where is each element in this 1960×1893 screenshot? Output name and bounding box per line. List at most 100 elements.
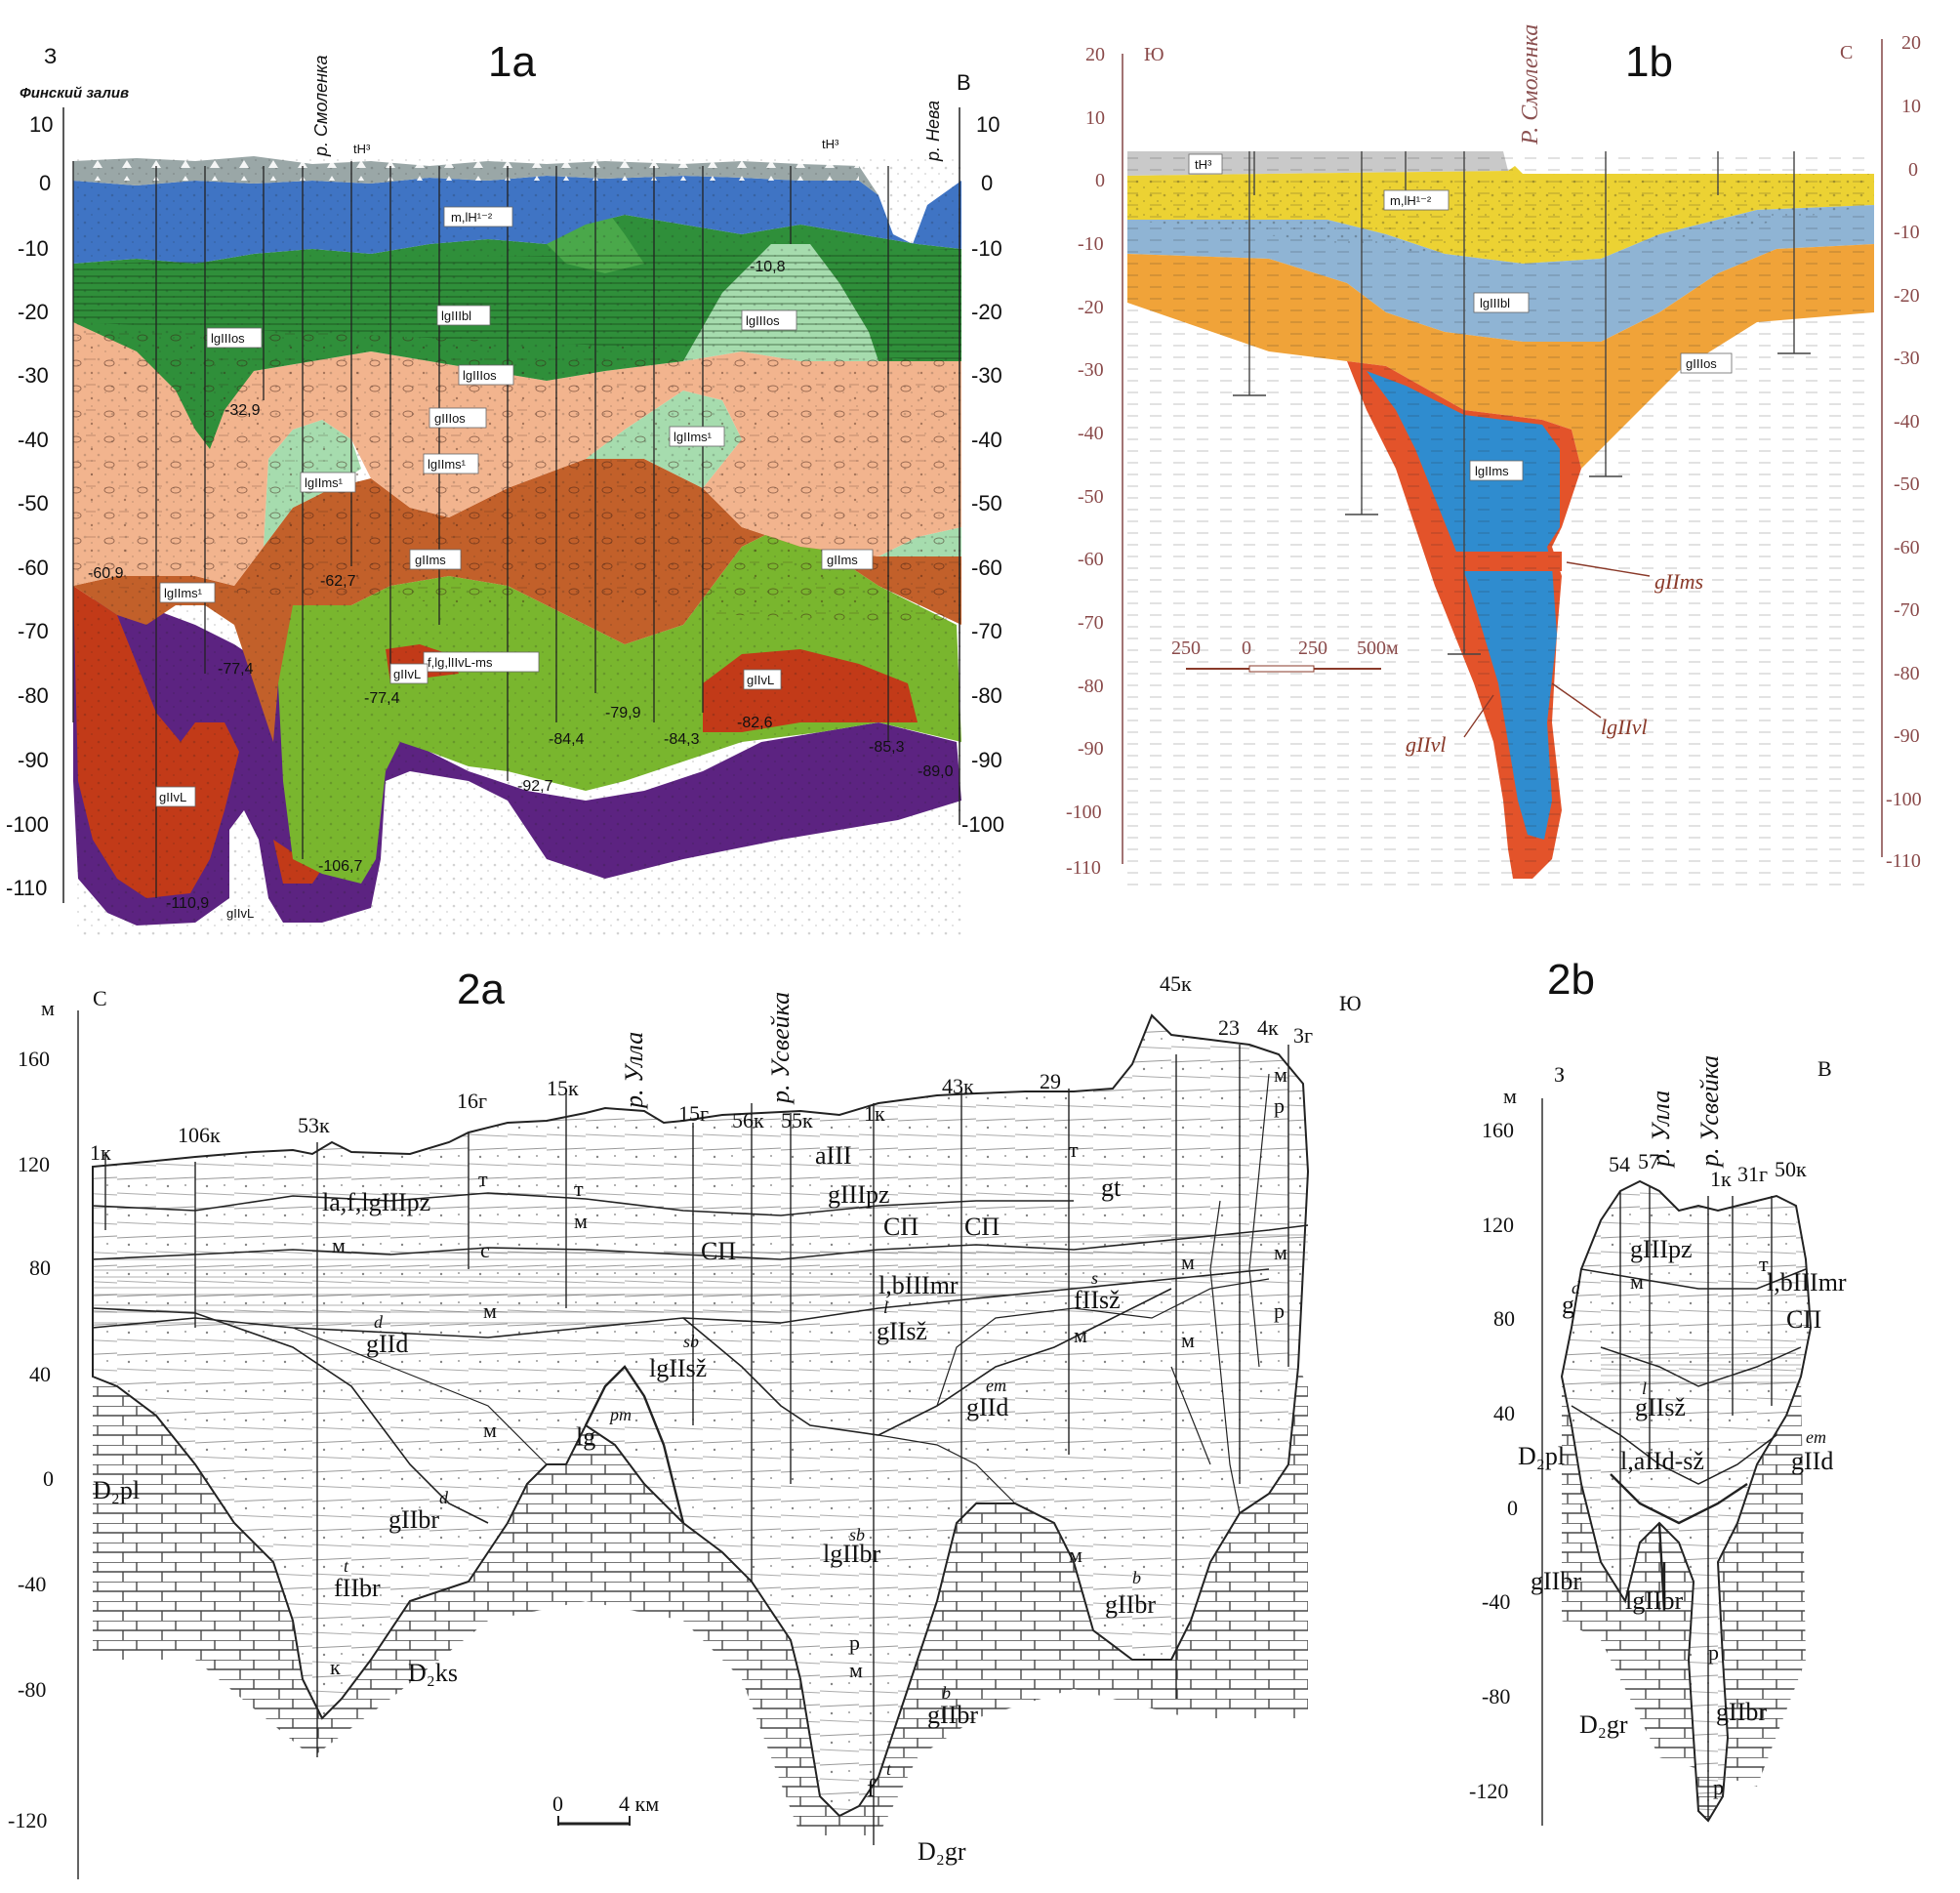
y-ticks-left-1a: 10 0 -10 -20 -30 -40 -50 -60 -70 -80 -90… <box>6 112 53 900</box>
tick-label: -40 <box>18 428 49 452</box>
tick-label: -60 <box>18 556 49 580</box>
tick-label: -70 <box>18 619 49 643</box>
well-label: 57 <box>1638 1149 1659 1173</box>
scale-label: 4 км <box>619 1791 659 1816</box>
depth-label: -62,7 <box>320 573 356 590</box>
bedrock-2a <box>93 1367 1308 1835</box>
texture-dashes-1b <box>1127 156 1874 888</box>
depth-label: -32,9 <box>225 402 261 419</box>
gulf-label: Финский залив <box>20 85 129 102</box>
south-letter-2a: Ю <box>1339 991 1362 1015</box>
unit-label: gIIIos <box>1686 356 1717 371</box>
unit-label: lgIIms¹ <box>428 457 467 472</box>
unit-label: fIIbr <box>334 1574 381 1602</box>
tick-label: 10 <box>1085 107 1105 129</box>
unit-label: m,lH¹⁻² <box>451 210 493 225</box>
unit-label: g <box>1562 1291 1574 1319</box>
unit-label: lgIIIbl <box>1480 296 1510 310</box>
unit-label: gIIsž <box>1635 1393 1686 1421</box>
lithology-letter: р <box>1708 1640 1719 1665</box>
y-ticks-2b: 160 120 80 40 0 -40 -80 -120 <box>1469 1118 1518 1803</box>
unit-label: lgIIms¹ <box>164 586 203 600</box>
unit-label: gt <box>1101 1173 1122 1202</box>
tick-label: -20 <box>971 300 1002 324</box>
tick-label: -100 <box>1886 789 1922 810</box>
tick-label: -10 <box>18 236 49 261</box>
tick-label: 120 <box>1482 1213 1514 1237</box>
tick-label: -100 <box>961 812 1004 837</box>
texture-marine-1b <box>1127 174 1874 264</box>
superscript: t <box>886 1759 892 1779</box>
tick-label: -30 <box>1894 348 1920 369</box>
well-labels-2a: 1к 106к 53к 16г 15к 15г 56к 55к 1к 43к 2… <box>90 971 1313 1165</box>
unit-label: gIIbr <box>927 1701 978 1729</box>
river-label-ulla-2b: р. Улла <box>1647 1091 1675 1169</box>
west-letter-1a: З <box>44 44 57 68</box>
lithology-letter: м <box>483 1298 497 1323</box>
tick-label: -40 <box>1894 411 1920 432</box>
panel-1b: 20 10 0 -10 -20 -30 -40 -50 -60 -70 -80 … <box>1066 24 1922 888</box>
texture-lake-2a <box>93 1225 1308 1328</box>
depth-label: -89,0 <box>918 763 954 780</box>
well-label: 55к <box>781 1108 813 1132</box>
unit-labels-1a: tH³ tH³ m,lH¹⁻² lgIIIbl lgIIIos lgIIIos … <box>155 137 874 921</box>
tick-label: 0 <box>39 171 51 195</box>
scale-label: 0 <box>1242 638 1251 659</box>
well-label: 56к <box>732 1108 764 1132</box>
tick-label: -80 <box>1894 663 1920 684</box>
well-label: 31г <box>1737 1162 1768 1186</box>
unit-label: la,f,lgIIIpz <box>322 1188 430 1216</box>
superscripts-2b: d l em <box>1572 1278 1826 1447</box>
well-label: 15к <box>547 1076 579 1100</box>
unit-m-2b: м <box>1503 1084 1517 1108</box>
tick-label: 80 <box>1493 1306 1515 1331</box>
unit-labels-2b: gIIIpz l,bIIImr СП g gIIsž D₂pl l,aIId-s… <box>1518 1235 1847 1739</box>
river-label-usveika-2b: р. Усвейка <box>1695 1055 1724 1169</box>
depth-label: -85,3 <box>869 739 905 756</box>
tick-label: -90 <box>971 748 1002 772</box>
superscript: b <box>942 1683 951 1703</box>
tick-label: -110 <box>1066 857 1101 879</box>
unit-label: gIId <box>1791 1447 1833 1475</box>
unit-label: lgIIIbl <box>441 309 471 323</box>
unit-label: tH³ <box>822 137 839 151</box>
lithology-letter: р <box>1713 1775 1724 1799</box>
tick-label: -40 <box>971 428 1002 452</box>
tick-label: 80 <box>29 1255 51 1280</box>
unit-label: lg <box>576 1422 595 1451</box>
tick-label: -20 <box>1894 285 1920 307</box>
tick-label: -90 <box>1078 738 1104 760</box>
superscript: em <box>1806 1427 1826 1447</box>
superscript: sb <box>849 1525 865 1544</box>
tick-label: 160 <box>1482 1118 1514 1142</box>
depth-label: -84,4 <box>549 731 585 748</box>
well-label: 106к <box>178 1123 221 1147</box>
river-label-usveika: р. Усвейка <box>766 992 795 1105</box>
well-labels-2b: 54 57 1к 31г 50к <box>1609 1149 1807 1191</box>
depth-label: -106,7 <box>318 858 362 875</box>
tick-label: -80 <box>1482 1684 1510 1708</box>
tick-label: 10 <box>29 112 53 137</box>
well-label: 15г <box>678 1101 709 1126</box>
superscript: t <box>344 1556 349 1576</box>
tick-label: 10 <box>976 112 1000 137</box>
tick-label: -10 <box>971 236 1002 261</box>
tick-label: -40 <box>1482 1589 1510 1614</box>
unit-label: СП <box>964 1213 1000 1241</box>
tick-label: 0 <box>43 1466 54 1491</box>
y-ticks-2a: 160 120 80 40 0 -40 -80 -120 <box>8 1047 54 1832</box>
tick-label: 40 <box>29 1362 51 1386</box>
well-label: 3г <box>1293 1023 1313 1048</box>
lithology-letter: т <box>1759 1252 1769 1276</box>
superscript: d <box>1572 1278 1581 1297</box>
north-letter-1b: С <box>1840 42 1853 63</box>
depth-label: -77,4 <box>218 661 254 678</box>
unit-label: lgIIms¹ <box>305 475 344 490</box>
lithology-letter: р <box>1274 1298 1285 1323</box>
lithology-letter: м <box>1181 1328 1195 1352</box>
east-letter-2b: В <box>1817 1056 1832 1081</box>
well-lines-2a <box>104 1045 1289 1845</box>
tick-label: -10 <box>1078 233 1104 255</box>
y-axis-1b <box>1122 39 1883 864</box>
